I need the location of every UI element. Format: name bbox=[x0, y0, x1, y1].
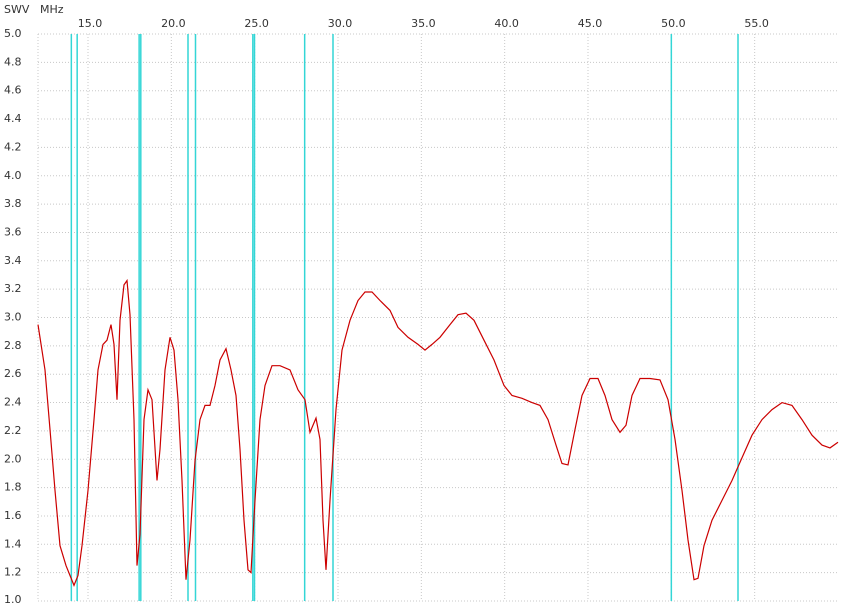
y-tick-label: 3.0 bbox=[4, 311, 22, 324]
y-tick-label: 2.4 bbox=[4, 396, 22, 409]
x-axis-label: MHz bbox=[40, 3, 64, 16]
y-tick-label: 3.4 bbox=[4, 254, 22, 267]
x-tick-label: 30.0 bbox=[328, 17, 353, 30]
y-tick-label: 4.2 bbox=[4, 140, 22, 153]
y-tick-label: 4.8 bbox=[4, 55, 22, 68]
y-axis-label: SWV bbox=[4, 3, 30, 16]
x-tick-label: 15.0 bbox=[78, 17, 103, 30]
x-tick-label: 25.0 bbox=[244, 17, 269, 30]
x-tick-label: 50.0 bbox=[661, 17, 686, 30]
x-tick-label: 20.0 bbox=[161, 17, 186, 30]
y-tick-label: 1.6 bbox=[4, 509, 22, 522]
x-tick-label: 35.0 bbox=[411, 17, 436, 30]
y-tick-label: 2.8 bbox=[4, 339, 22, 352]
y-tick-label: 2.0 bbox=[4, 452, 22, 465]
y-tick-label: 4.4 bbox=[4, 112, 22, 125]
y-tick-label: 2.6 bbox=[4, 367, 22, 380]
y-tick-label: 5.0 bbox=[4, 27, 22, 40]
y-tick-label: 1.2 bbox=[4, 566, 22, 579]
y-tick-label: 2.2 bbox=[4, 424, 22, 437]
y-tick-label: 3.6 bbox=[4, 225, 22, 238]
y-tick-label: 3.2 bbox=[4, 282, 22, 295]
x-tick-label: 45.0 bbox=[578, 17, 603, 30]
y-tick-label: 1.4 bbox=[4, 537, 22, 550]
swr-line bbox=[37, 278, 839, 588]
x-tick-label: 40.0 bbox=[494, 17, 519, 30]
y-tick-label: 4.6 bbox=[4, 84, 22, 97]
y-tick-label: 3.8 bbox=[4, 197, 22, 210]
y-tick-label: 4.0 bbox=[4, 169, 22, 182]
x-tick-label: 55.0 bbox=[744, 17, 769, 30]
y-tick-label: 1.8 bbox=[4, 481, 22, 494]
y-tick-label: 1.0 bbox=[4, 593, 22, 606]
